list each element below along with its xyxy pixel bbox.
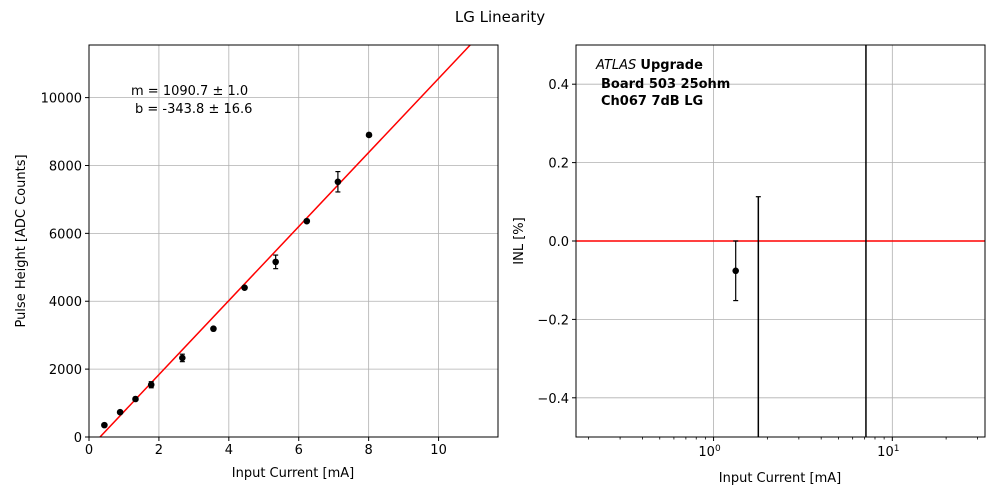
x-tick-label: 101 <box>877 444 899 460</box>
data-marker <box>132 395 139 403</box>
y-tick-label: 0.2 <box>548 157 569 172</box>
y-tick-label: −0.4 <box>537 392 569 407</box>
error-bar-only <box>755 196 761 437</box>
right-y-axis-label: INL [%] <box>512 217 527 264</box>
right-plot-frame <box>575 44 986 438</box>
figure-title: LG Linearity <box>455 8 545 26</box>
left-x-axis-label: Input Current [mA] <box>232 466 354 481</box>
data-marker <box>116 408 124 416</box>
data-marker <box>732 267 739 275</box>
data-point <box>179 353 186 363</box>
data-point <box>147 381 155 389</box>
data-point <box>132 395 139 403</box>
data-point <box>210 325 217 333</box>
data-point <box>116 408 124 416</box>
data-marker <box>147 381 155 389</box>
data-point <box>334 170 342 193</box>
x-tick-label: 6 <box>295 443 303 458</box>
y-tick-label: 2000 <box>49 363 82 378</box>
data-point <box>303 217 311 225</box>
fit-intercept-annotation: b = -343.8 ± 16.6 <box>135 102 252 117</box>
y-tick-label: 10000 <box>41 92 82 107</box>
x-tick-label: 0 <box>85 443 93 458</box>
data-marker <box>179 354 186 362</box>
data-marker <box>210 325 217 333</box>
y-tick-label: −0.2 <box>537 313 569 328</box>
fit-line <box>99 44 471 438</box>
board-label: Board 503 25ohm <box>601 77 730 92</box>
x-tick-label: 100 <box>698 444 721 460</box>
y-tick-label: 0.4 <box>548 78 569 93</box>
y-tick-label: 8000 <box>49 159 82 174</box>
x-tick-label: 2 <box>155 443 163 458</box>
fit-slope-annotation: m = 1090.7 ± 1.0 <box>131 84 248 99</box>
data-point <box>272 254 279 270</box>
data-point <box>732 240 739 302</box>
y-tick-label: 6000 <box>49 227 82 242</box>
y-tick-label: 4000 <box>49 295 82 310</box>
right-x-axis-label: Input Current [mA] <box>719 471 841 486</box>
data-marker <box>334 178 342 186</box>
x-tick-label: 8 <box>365 443 373 458</box>
data-marker <box>241 284 248 291</box>
y-tick-label: 0 <box>74 431 82 446</box>
data-point <box>101 421 108 429</box>
left-y-axis-label: Pulse Height [ADC Counts] <box>14 154 29 327</box>
right-panel: 100 101 −0.4 −0.2 0.0 0.2 0.4 ATLAS Upgrade Bo… <box>512 44 986 486</box>
left-panel: 0 2 4 6 8 10 0 2000 4000 6000 8000 10000 m = 1090.7… <box>14 44 499 481</box>
channel-label: Ch067 7dB LG <box>601 94 703 109</box>
left-plot-frame <box>88 44 499 438</box>
x-tick-label: 10 <box>430 443 447 458</box>
data-point <box>365 131 373 139</box>
x-tick-label: 4 <box>225 443 233 458</box>
data-marker <box>272 258 279 266</box>
data-marker <box>365 131 373 139</box>
data-marker <box>101 421 108 429</box>
data-marker <box>303 217 311 225</box>
atlas-label: ATLAS Upgrade <box>595 58 703 73</box>
data-point <box>241 284 248 291</box>
y-tick-label: 0.0 <box>548 235 569 250</box>
